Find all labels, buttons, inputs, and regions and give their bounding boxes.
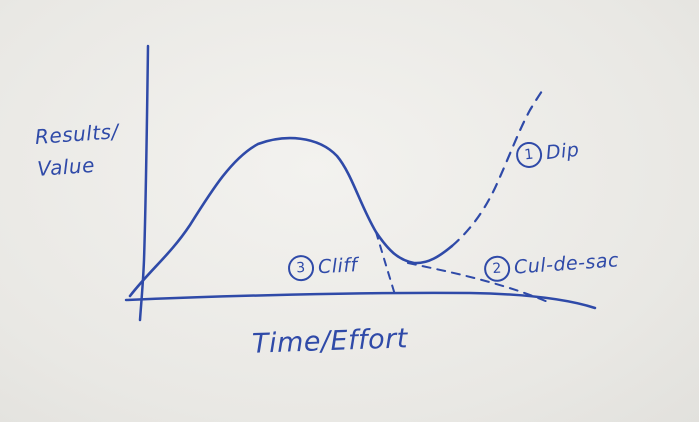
label-cul-de-sac-text: Cul-de-sac bbox=[513, 249, 620, 279]
circled-number-1: 1 bbox=[514, 140, 544, 170]
y-axis-line bbox=[138, 44, 150, 322]
dip-dashed-curve bbox=[450, 86, 546, 248]
circled-number-3: 3 bbox=[287, 254, 315, 282]
x-axis-label: Time/Effort bbox=[251, 323, 409, 360]
x-axis-line bbox=[124, 291, 597, 310]
circled-number-2: 2 bbox=[483, 254, 512, 283]
label-cliff: 3 Cliff bbox=[287, 252, 358, 282]
cul-de-sac-dashed-line bbox=[407, 262, 549, 303]
y-axis-label: Results/ Value bbox=[34, 115, 122, 185]
label-dip-text: Dip bbox=[544, 138, 581, 165]
y-axis-label-line2: Value bbox=[36, 152, 96, 181]
label-cliff-text: Cliff bbox=[317, 254, 359, 279]
y-axis-label-line1: Results/ bbox=[34, 119, 120, 149]
cliff-dashed-line bbox=[375, 231, 397, 299]
main-curve bbox=[128, 136, 454, 298]
